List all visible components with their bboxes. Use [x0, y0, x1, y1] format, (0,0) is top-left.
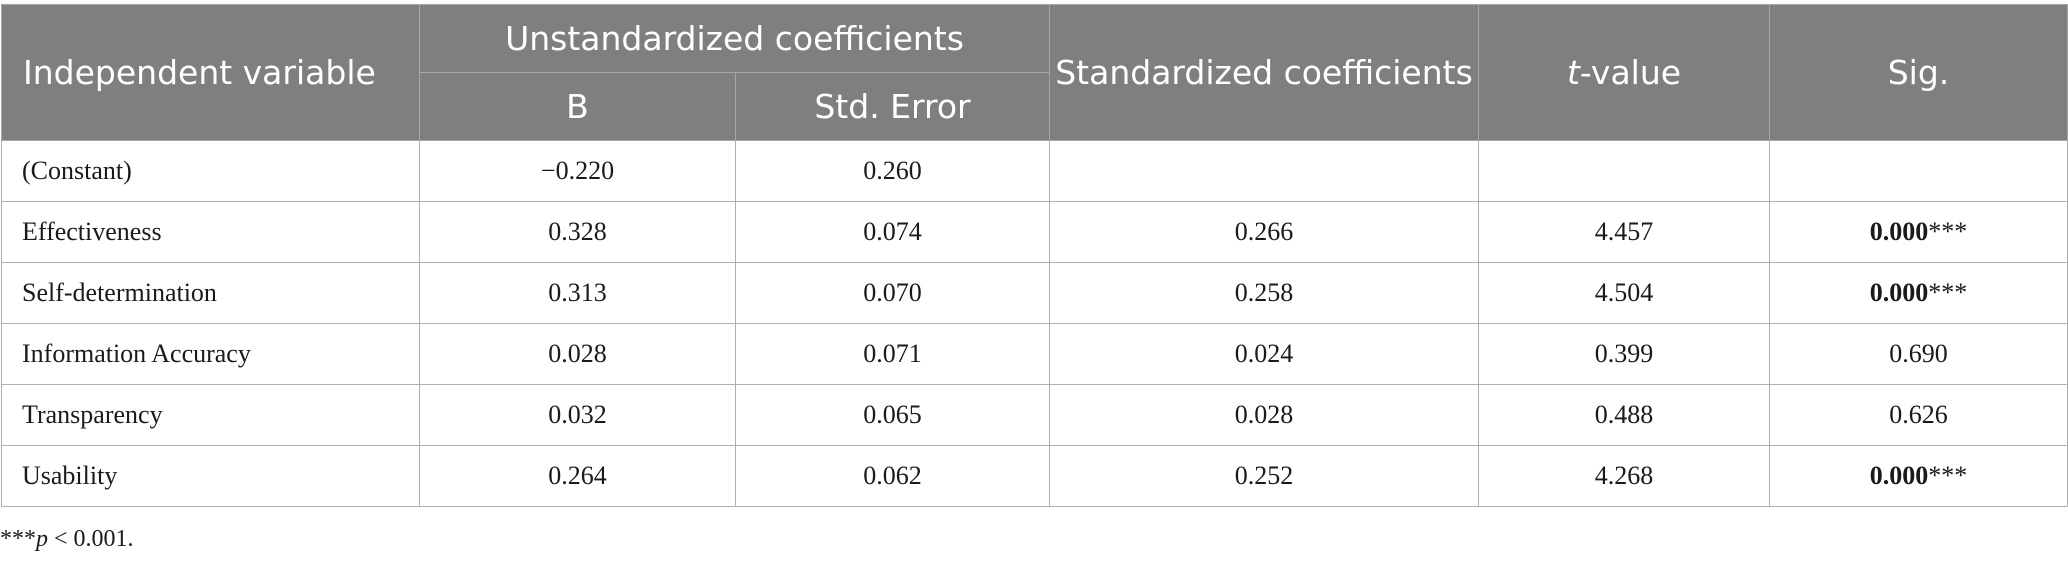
- footnote-rest: < 0.001.: [48, 526, 134, 552]
- table-row: Transparency 0.032 0.065 0.028 0.488 0.6…: [1, 384, 2068, 446]
- cell-variable: Usability: [1, 445, 420, 507]
- cell-sig-rest: ***: [1928, 217, 1968, 246]
- cell-b: 0.313: [419, 262, 736, 324]
- cell-t-value: 0.488: [1478, 384, 1770, 446]
- cell-t-value: 4.504: [1478, 262, 1770, 324]
- cell-standardized: 0.252: [1049, 445, 1479, 507]
- cell-t-value: 0.399: [1478, 323, 1770, 385]
- cell-variable: Effectiveness: [1, 201, 420, 263]
- cell-t-value: [1478, 140, 1770, 202]
- cell-sig: [1769, 140, 2068, 202]
- header-t-italic: t: [1566, 52, 1580, 92]
- cell-t-value: 4.457: [1478, 201, 1770, 263]
- cell-sig-rest: 0.626: [1889, 400, 1948, 429]
- cell-b: 0.032: [419, 384, 736, 446]
- header-std-error: Std. Error: [735, 72, 1050, 141]
- cell-std-error: 0.070: [735, 262, 1050, 324]
- cell-b: 0.264: [419, 445, 736, 507]
- cell-std-error: 0.062: [735, 445, 1050, 507]
- cell-variable: Transparency: [1, 384, 420, 446]
- table-row: Effectiveness 0.328 0.074 0.266 4.457 0.…: [1, 201, 2068, 263]
- cell-sig: 0.000***: [1769, 201, 2068, 263]
- cell-standardized: 0.258: [1049, 262, 1479, 324]
- table-footnote: ***p < 0.001.: [0, 526, 134, 553]
- table-body: (Constant) −0.220 0.260 Effectiveness 0.…: [1, 140, 2068, 507]
- header-standardized-coefficients: Standardized coefficients: [1049, 4, 1479, 141]
- regression-coefficients-table: Independent variable Unstandardized coef…: [1, 4, 2068, 507]
- table-header: Independent variable Unstandardized coef…: [1, 4, 2068, 141]
- cell-b: −0.220: [419, 140, 736, 202]
- cell-sig-rest: 0.690: [1889, 339, 1948, 368]
- cell-std-error: 0.074: [735, 201, 1050, 263]
- table-row: Information Accuracy 0.028 0.071 0.024 0…: [1, 323, 2068, 385]
- cell-sig-bold: 0.000: [1869, 217, 1929, 246]
- cell-sig: 0.626: [1769, 384, 2068, 446]
- cell-sig: 0.690: [1769, 323, 2068, 385]
- header-t-value: t-value: [1478, 4, 1770, 141]
- regression-table-container: Independent variable Unstandardized coef…: [0, 4, 2068, 507]
- cell-sig-bold: 0.000: [1869, 278, 1929, 307]
- header-t-rest: -value: [1579, 52, 1682, 92]
- cell-sig-rest: ***: [1928, 461, 1968, 490]
- cell-std-error: 0.260: [735, 140, 1050, 202]
- header-unstandardized-coefficients: Unstandardized coefficients: [419, 4, 1050, 73]
- cell-sig-rest: ***: [1928, 278, 1968, 307]
- table-row: (Constant) −0.220 0.260: [1, 140, 2068, 202]
- table-row: Self-determination 0.313 0.070 0.258 4.5…: [1, 262, 2068, 324]
- cell-sig: 0.000***: [1769, 445, 2068, 507]
- header-row-2: B Std. Error: [2, 72, 2068, 141]
- cell-variable: (Constant): [1, 140, 420, 202]
- cell-standardized: 0.266: [1049, 201, 1479, 263]
- cell-variable: Self-determination: [1, 262, 420, 324]
- cell-b: 0.028: [419, 323, 736, 385]
- cell-standardized: [1049, 140, 1479, 202]
- cell-std-error: 0.065: [735, 384, 1050, 446]
- cell-std-error: 0.071: [735, 323, 1050, 385]
- footnote-stars: ***: [0, 526, 36, 552]
- footnote-p: p: [36, 526, 48, 552]
- cell-b: 0.328: [419, 201, 736, 263]
- cell-t-value: 4.268: [1478, 445, 1770, 507]
- header-b: B: [419, 72, 736, 141]
- table-row: Usability 0.264 0.062 0.252 4.268 0.000*…: [1, 445, 2068, 507]
- cell-variable: Information Accuracy: [1, 323, 420, 385]
- cell-standardized: 0.024: [1049, 323, 1479, 385]
- header-row-1: Independent variable Unstandardized coef…: [1, 4, 2068, 141]
- cell-sig-bold: 0.000: [1869, 461, 1929, 490]
- header-sig: Sig.: [1769, 4, 2068, 141]
- header-independent-variable: Independent variable: [1, 4, 420, 141]
- cell-standardized: 0.028: [1049, 384, 1479, 446]
- cell-sig: 0.000***: [1769, 262, 2068, 324]
